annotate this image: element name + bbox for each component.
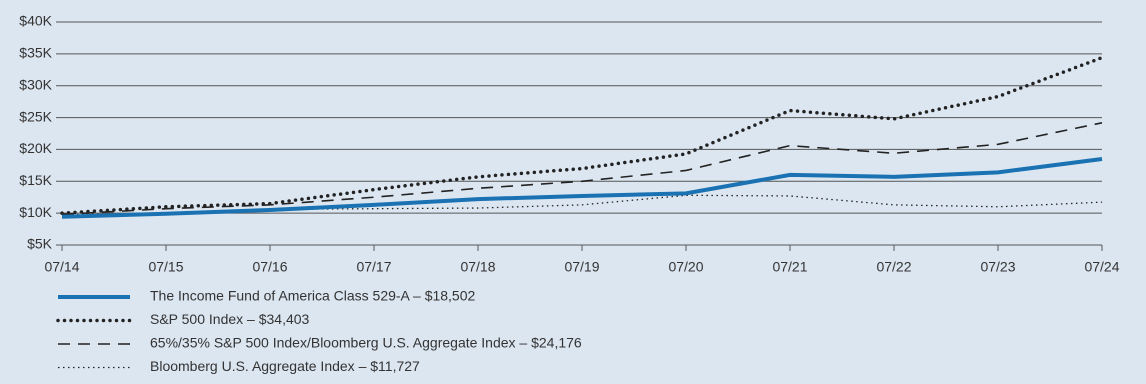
series-line	[61, 156, 1103, 219]
x-tick-label: 07/18	[460, 259, 495, 275]
legend-label: Bloomberg U.S. Aggregate Index – $11,727	[150, 358, 420, 374]
series-line	[60, 55, 1104, 215]
y-tick-label: $30K	[19, 76, 52, 92]
x-tick-label: 07/24	[1084, 259, 1119, 275]
x-tick-label: 07/20	[668, 259, 703, 275]
series-line	[61, 122, 1103, 216]
x-tick-label: 07/17	[356, 259, 391, 275]
y-tick-label: $25K	[19, 108, 52, 124]
legend-label: 65%/35% S&P 500 Index/Bloomberg U.S. Agg…	[150, 335, 582, 351]
x-tick-label: 07/15	[148, 259, 183, 275]
x-tick-label: 07/23	[980, 259, 1015, 275]
x-tick-label: 07/14	[44, 259, 79, 275]
legend-label: S&P 500 Index – $34,403	[150, 311, 310, 327]
x-tick-label: 07/21	[772, 259, 807, 275]
y-tick-label: $35K	[19, 45, 52, 61]
y-tick-label: $40K	[19, 13, 52, 29]
x-tick-label: 07/19	[564, 259, 599, 275]
x-tick-label: 07/22	[876, 259, 911, 275]
y-tick-label: $5K	[27, 236, 53, 252]
y-tick-label: $10K	[19, 204, 52, 220]
y-tick-label: $20K	[19, 140, 52, 156]
x-tick-label: 07/16	[252, 259, 287, 275]
legend-label: The Income Fund of America Class 529-A –…	[150, 288, 476, 304]
series-line	[61, 194, 1103, 216]
y-tick-label: $15K	[19, 172, 52, 188]
